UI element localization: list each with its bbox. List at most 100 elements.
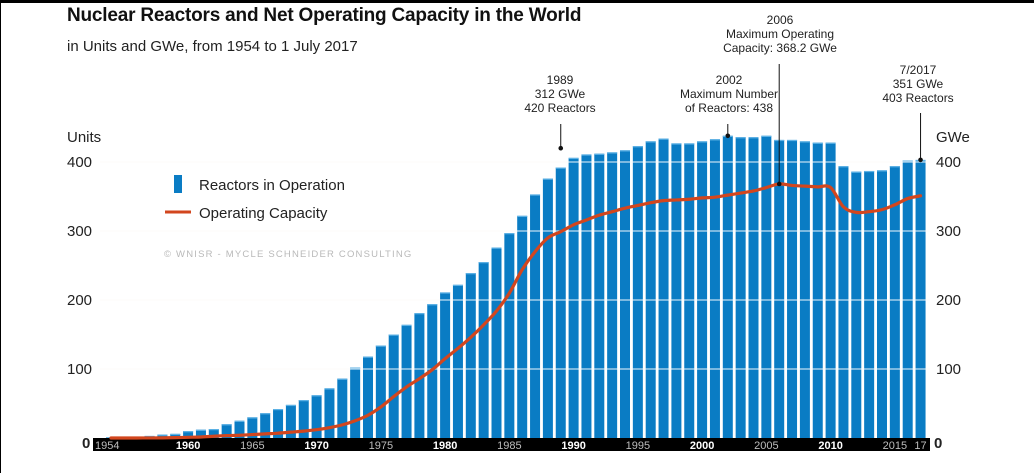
chart-title: Nuclear Reactors and Net Operating Capac…: [67, 5, 582, 26]
x-tick-1970: 1970: [304, 440, 328, 452]
bar-2002: [722, 135, 733, 438]
bar-1968: [285, 404, 296, 438]
line-series-capacity: [109, 182, 923, 440]
bar-cap-1967: [273, 409, 284, 411]
annotation-text: 1989: [547, 73, 574, 87]
bar-1991: [581, 154, 592, 438]
bar-1986: [517, 215, 528, 438]
x-axis-band: [93, 438, 930, 451]
annotation-text: of Reactors: 438: [685, 101, 773, 115]
annotation-text: 420 Reactors: [524, 101, 595, 115]
x-tick-1954: 1954: [95, 440, 119, 452]
x-tick-2015: 2015: [883, 440, 907, 452]
bar-cap-1978: [414, 313, 425, 315]
bar-cap-1992: [594, 153, 605, 155]
bar-1970: [311, 395, 322, 438]
bar-1983: [478, 262, 489, 438]
x-tick-1985: 1985: [497, 440, 521, 452]
bar-1961: [195, 429, 206, 438]
bar-cap-2008: [799, 141, 810, 143]
bar-cap-1970: [311, 395, 322, 397]
bar-cap-2000: [697, 141, 708, 143]
bar-1982: [465, 273, 476, 438]
bar-2012: [851, 171, 862, 438]
x-axis: 1954 1960 1965 1970 1975 1980 1985 1990 1995 2000…: [93, 438, 930, 452]
bar-cap-1973: [350, 367, 361, 369]
bar-cap-1960: [183, 431, 194, 433]
bar-cap-2016: [902, 160, 913, 162]
y-tick-right: 400: [936, 154, 961, 171]
bar-2004: [748, 137, 759, 438]
annotation-text: Maximum Operating: [726, 27, 834, 41]
bar-1998: [671, 143, 682, 438]
bar-cap-1971: [324, 388, 335, 390]
top-border: [0, 0, 1034, 3]
legend-bar-swatch: [174, 175, 182, 193]
y-axis-right-label: GWe: [936, 129, 970, 146]
bar-cap-1962: [208, 429, 219, 431]
annotation-text: 2006: [767, 13, 794, 27]
bar-cap-2010: [825, 142, 836, 144]
y-tick-left-zero: 0: [82, 435, 90, 452]
bar-cap-1983: [478, 262, 489, 264]
bar-cap-2004: [748, 137, 759, 139]
bar-cap-1979: [427, 304, 438, 306]
bar-cap-1982: [465, 273, 476, 275]
bar-1990: [568, 157, 579, 439]
bar-cap-1965: [247, 417, 258, 419]
bar-1963: [221, 424, 232, 438]
bar-1962: [208, 429, 219, 438]
annotation-text: 2002: [716, 73, 743, 87]
annotation-dot: [558, 145, 564, 151]
bar-2009: [812, 142, 823, 438]
annotation-text: 312 GWe: [535, 87, 586, 101]
bar-1985: [504, 233, 515, 438]
annotation-text: 7/2017: [900, 63, 937, 77]
bar-2010: [825, 142, 836, 438]
annotation-text: 403 Reactors: [882, 91, 953, 105]
bar-1960: [183, 431, 194, 438]
bar-cap-1997: [658, 138, 669, 140]
bar-cap-1985: [504, 233, 515, 235]
bar-cap-1996: [645, 141, 656, 143]
bar-2007: [787, 139, 798, 439]
y-axis: Units GWe 100 100 200 200 300 300 400 400 0 0: [67, 129, 970, 452]
bar-2005: [761, 135, 772, 438]
bar-2011: [838, 166, 849, 438]
bar-cap-2003: [735, 137, 746, 139]
bar-1992: [594, 153, 605, 438]
bar-cap-1991: [581, 154, 592, 156]
bar-cap-1958: [157, 434, 168, 436]
bar-1977: [401, 324, 412, 438]
left-border: [0, 0, 1, 473]
chart-subtitle: in Units and GWe, from 1954 to 1 July 20…: [67, 38, 358, 55]
bar-cap-1969: [298, 400, 309, 402]
y-axis-left-label: Units: [67, 129, 101, 146]
x-tick-2010: 2010: [818, 440, 842, 452]
annotation-text: 351 GWe: [893, 77, 944, 91]
x-tick-2000: 2000: [690, 440, 714, 452]
bar-cap-1989: [555, 167, 566, 169]
bar-2001: [709, 139, 720, 439]
x-tick-1960: 1960: [176, 440, 200, 452]
bar-cap-1966: [260, 413, 271, 415]
bar-1989: [555, 167, 566, 438]
bar-cap-1984: [491, 247, 502, 249]
bar-2008: [799, 141, 810, 439]
bar-cap-2013: [864, 170, 875, 173]
x-tick-1995: 1995: [626, 440, 650, 452]
bar-1993: [607, 152, 618, 438]
x-tick-1990: 1990: [561, 440, 585, 452]
bar-1978: [414, 313, 425, 438]
x-tick-1980: 1980: [433, 440, 457, 452]
bar-2000: [697, 141, 708, 439]
bar-cap-1976: [388, 334, 399, 336]
y-tick-right-zero: 0: [934, 435, 942, 452]
y-tick-right: 300: [936, 223, 961, 240]
bar-cap-1964: [234, 420, 245, 422]
bar-cap-1968: [285, 404, 296, 407]
